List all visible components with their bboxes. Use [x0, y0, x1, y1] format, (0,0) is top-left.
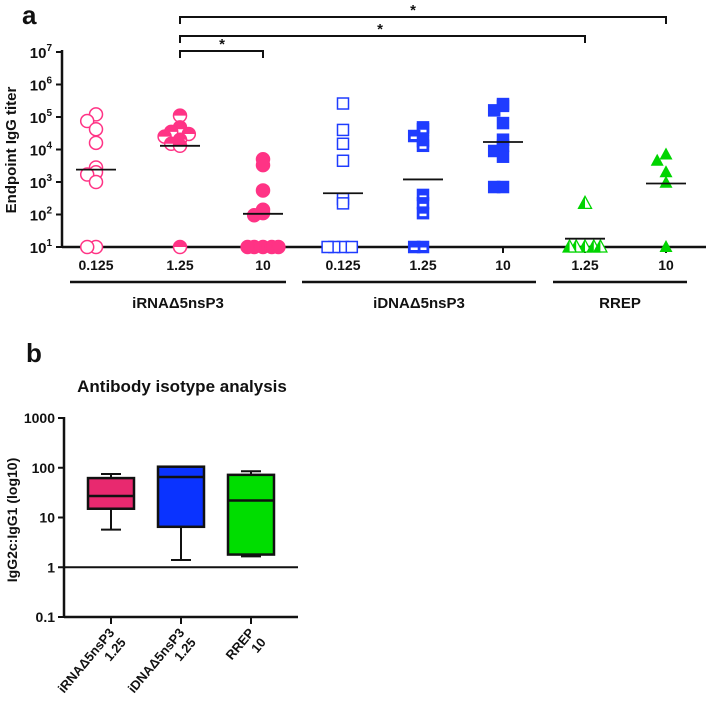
y-tick-label: 106	[30, 76, 53, 95]
panel-label-a: a	[22, 0, 37, 30]
data-point-circle-fill	[158, 130, 172, 137]
data-point-square	[496, 150, 510, 163]
data-point-triangle	[659, 175, 673, 188]
group-label: iRNAΔ5nsP3	[132, 295, 224, 312]
x-tick-label: 10	[255, 257, 271, 273]
y-tick-label: 1	[47, 559, 55, 575]
data-point-square-mark	[419, 203, 427, 207]
group-label: RREP	[599, 295, 641, 312]
data-point-triangle	[659, 240, 673, 252]
data-point-circle-fill	[173, 139, 187, 146]
data-point-square-mark	[410, 136, 418, 140]
data-point-square	[345, 240, 359, 254]
data-point-circle	[88, 121, 104, 137]
data-point-triangle-fill	[563, 240, 570, 252]
significance-star: *	[219, 36, 225, 53]
y-tick-label: 101	[30, 238, 53, 257]
panel-b-plot: 1000 100 10 1 0.1 IgG2c:IgG1 (log10) iRNAΔ5nsP…	[4, 410, 298, 703]
data-point-circle	[240, 239, 255, 255]
x-tick-label: 10	[658, 257, 674, 273]
data-point-circle-fill	[182, 127, 196, 134]
data-point-circle	[79, 113, 95, 129]
data-point-square	[321, 240, 334, 254]
data-point-circle	[88, 174, 104, 190]
x-tick-label: 1.25	[571, 257, 598, 273]
y-axis-label: Endpoint IgG titer	[3, 87, 20, 214]
data-point-square	[336, 97, 350, 110]
data-point-triangle-fill	[587, 240, 594, 252]
x-tick-label: 1.25	[166, 257, 193, 273]
data-point-circle-fill	[173, 133, 187, 140]
x-tick-label: RREP10	[223, 625, 269, 672]
y-tick-label: 0.1	[36, 609, 56, 625]
data-point-square	[487, 104, 501, 117]
y-tick-label: 10	[39, 510, 55, 526]
data-point-square	[336, 137, 350, 151]
y-tick-label: 104	[30, 141, 53, 160]
x-tick-label: 1.25	[409, 257, 436, 273]
data-point-circle	[88, 135, 104, 151]
x-tick-label: 0.125	[325, 257, 360, 273]
data-point-square-mark	[419, 247, 427, 250]
y-tick-label: 102	[30, 206, 53, 225]
data-point-square	[336, 123, 350, 137]
data-point-circle	[271, 239, 286, 255]
y-tick-label: 105	[30, 108, 53, 127]
data-point-circle	[246, 207, 262, 223]
data-point-square-mark	[419, 146, 427, 149]
significance-bracket	[179, 35, 586, 43]
data-point-triangle	[659, 147, 673, 160]
data-point-square-mark	[419, 213, 427, 217]
data-point-triangle	[650, 153, 664, 166]
data-point-circle	[255, 183, 271, 198]
data-point-square	[496, 116, 510, 130]
y-tick-label: 100	[32, 460, 56, 476]
data-point-square-mark	[419, 195, 427, 198]
data-point-square-mark	[410, 247, 418, 250]
data-point-square-mark	[419, 129, 427, 133]
significance-star: *	[377, 21, 383, 38]
significance-star: *	[410, 2, 416, 19]
x-tick-label: 0.125	[78, 257, 113, 273]
y-tick-label: 103	[30, 173, 53, 192]
panel-label-b: b	[26, 338, 42, 368]
y-tick-label: 1000	[24, 410, 55, 426]
data-point-circle	[255, 157, 271, 173]
data-point-square	[416, 206, 430, 220]
y-tick-label: 107	[30, 43, 53, 62]
group-label: iDNAΔ5nsP3	[373, 295, 465, 312]
data-point-circle	[79, 239, 95, 255]
data-point-square	[336, 197, 350, 210]
data-point-square	[487, 180, 501, 194]
x-tick-label: iDNAΔ5nsP31.25	[125, 625, 199, 703]
data-point-triangle	[659, 165, 673, 178]
data-point-circle-fill	[173, 109, 187, 116]
significance-bracket	[179, 16, 667, 24]
box	[86, 476, 136, 510]
data-point-circle-fill	[173, 240, 187, 247]
x-tick-label: 10	[495, 257, 511, 273]
box	[226, 473, 276, 556]
panel-a-plot: 107 106 105 104 103 102 101 Endpoint IgG titer *…	[3, 2, 706, 312]
data-point-triangle-fill	[593, 240, 601, 252]
x-tick-label: iRNAΔ5nsP31.25	[55, 625, 129, 703]
y-axis-label: IgG2c:IgG1 (log10)	[4, 458, 20, 582]
data-point-square	[416, 122, 430, 136]
data-point-square	[336, 154, 350, 168]
data-point-square	[416, 139, 430, 153]
data-point-square	[407, 240, 421, 254]
significance-bracket	[179, 50, 264, 58]
box	[156, 465, 206, 529]
panel-b-title: Antibody isotype analysis	[77, 377, 287, 396]
